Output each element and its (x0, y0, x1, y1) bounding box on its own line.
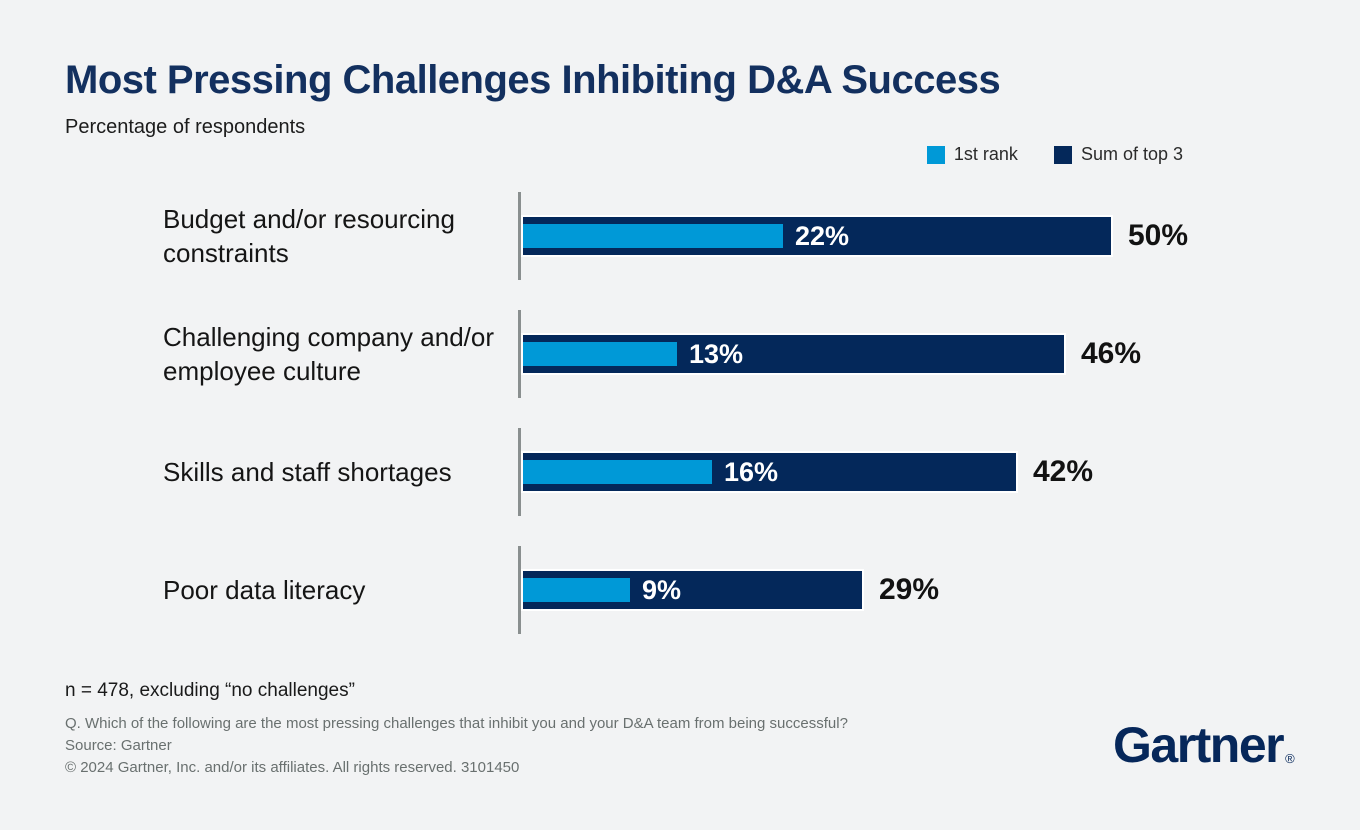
legend-swatch-sum-top3 (1053, 145, 1072, 164)
bar-sum-of-top3: 22% (521, 215, 1113, 257)
value-label-sum-of-top3: 29% (879, 573, 940, 606)
bar-1st-rank (523, 224, 783, 248)
footer-fineprint: Q. Which of the following are the most p… (65, 713, 848, 779)
bar-sum-of-top3: 9% (521, 569, 864, 611)
axis-tick-line (518, 546, 521, 634)
category-label: Budget and/or resourcing constraints (163, 204, 455, 268)
chart-row: Skills and staff shortages 16% 42% (163, 413, 1320, 531)
value-label-sum-of-top3: 46% (1081, 337, 1142, 370)
legend-swatch-1st-rank (926, 145, 945, 164)
bar-sum-of-top3: 13% (521, 333, 1066, 375)
category-label: Challenging company and/or employee cult… (163, 322, 494, 386)
axis-tick-line (518, 310, 521, 398)
chart-rows: Budget and/or resourcing constraints 22% 5… (163, 177, 1320, 649)
category-label: Poor data literacy (163, 575, 366, 605)
gartner-logo-text: Gartner (1113, 717, 1285, 773)
copyright-text: © 2024 Gartner, Inc. and/or its affiliat… (65, 759, 520, 776)
question-text: Q. Which of the following are the most p… (65, 715, 848, 732)
bar-sum-of-top3: 16% (521, 451, 1018, 493)
bar-area: 16% 42% (518, 413, 1320, 531)
legend-item-sum-top3: Sum of top 3 (1053, 144, 1183, 165)
bar-1st-rank (523, 342, 677, 366)
bar-area: 13% 46% (518, 295, 1320, 413)
value-label-sum-of-top3: 42% (1033, 455, 1094, 488)
legend-label-sum-top3: Sum of top 3 (1080, 144, 1183, 164)
value-label-1st-rank: 22% (795, 220, 850, 251)
value-label-1st-rank: 9% (642, 574, 682, 605)
chart-row: Challenging company and/or employee cult… (163, 295, 1320, 413)
chart-row: Budget and/or resourcing constraints 22% 5… (163, 177, 1320, 295)
chart-row: Poor data literacy 9% 29% (163, 531, 1320, 649)
legend: 1st rank Sum of top 3 (926, 144, 1183, 165)
value-label-1st-rank: 13% (689, 338, 744, 369)
legend-item-1st-rank: 1st rank (926, 144, 1018, 165)
gartner-logo: Gartner ® (1113, 716, 1295, 774)
axis-tick-line (518, 428, 521, 516)
bar-1st-rank (523, 578, 630, 602)
value-label-1st-rank: 16% (724, 456, 779, 487)
bar-area: 9% 29% (518, 531, 1320, 649)
category-label: Skills and staff shortages (163, 457, 452, 487)
page-title: Most Pressing Challenges Inhibiting D&A … (65, 58, 1001, 102)
page-subtitle: Percentage of respondents (65, 116, 306, 138)
sample-size-note: n = 478, excluding “no challenges” (65, 680, 355, 701)
legend-label-1st-rank: 1st rank (953, 144, 1018, 164)
bar-area: 22% 50% (518, 177, 1320, 295)
registered-mark-icon: ® (1285, 751, 1295, 766)
value-label-sum-of-top3: 50% (1128, 219, 1189, 252)
bar-1st-rank (523, 460, 712, 484)
axis-tick-line (518, 192, 521, 280)
source-text: Source: Gartner (65, 737, 172, 754)
